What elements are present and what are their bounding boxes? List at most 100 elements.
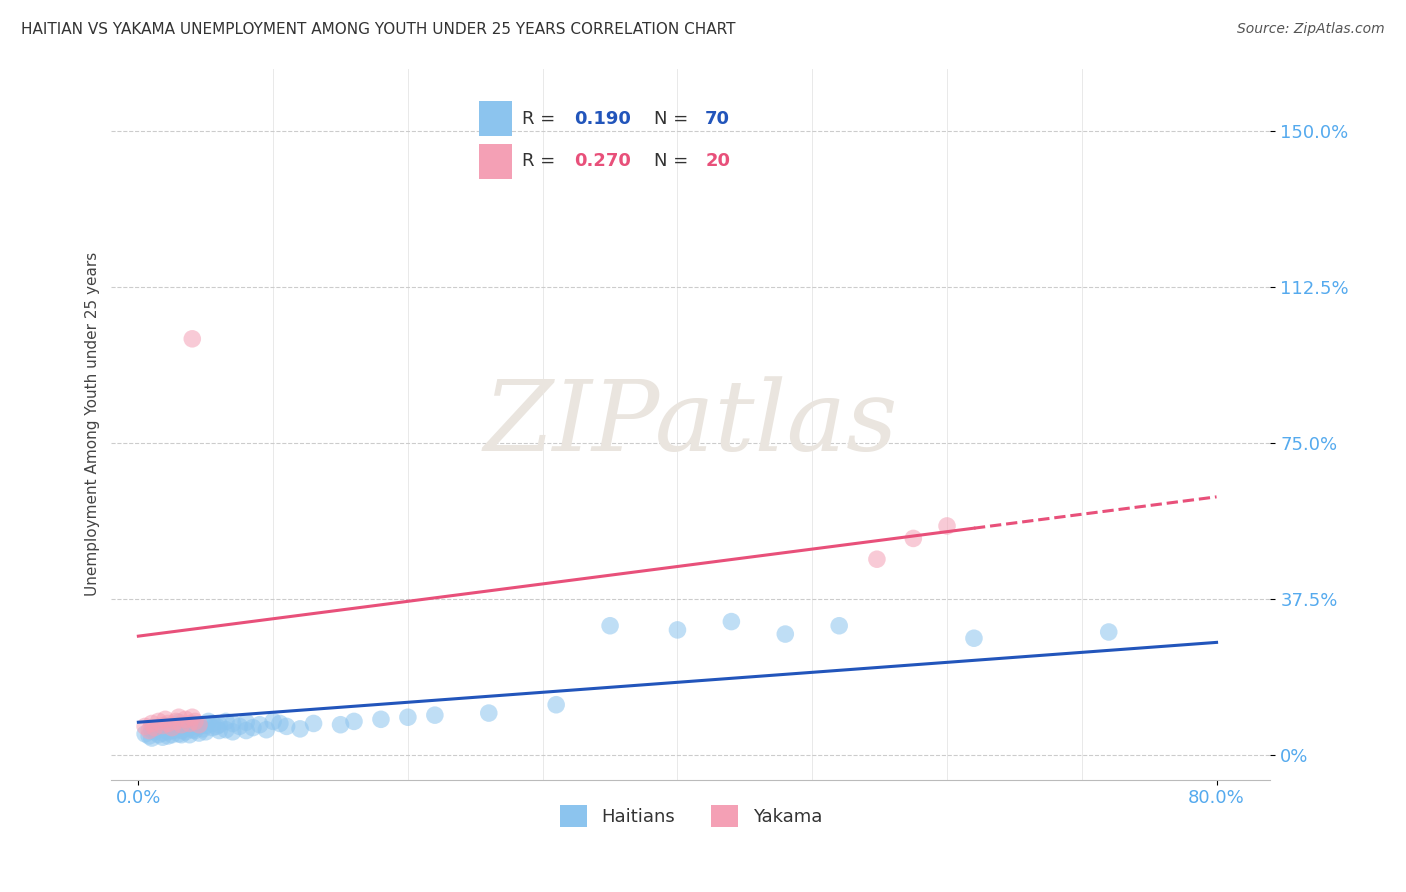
Point: [143, 724, 166, 739]
Point: [165, 723, 187, 737]
Point: [269, 716, 291, 731]
Point: [156, 729, 179, 743]
Point: [205, 719, 228, 733]
Point: [866, 552, 889, 566]
Point: [194, 724, 217, 739]
Point: [160, 728, 183, 742]
Point: [423, 708, 446, 723]
Text: HAITIAN VS YAKAMA UNEMPLOYMENT AMONG YOUTH UNDER 25 YEARS CORRELATION CHART: HAITIAN VS YAKAMA UNEMPLOYMENT AMONG YOU…: [21, 22, 735, 37]
Point: [254, 723, 277, 737]
Point: [143, 721, 166, 735]
Point: [1098, 625, 1121, 640]
Point: [155, 723, 177, 737]
Text: 20: 20: [706, 153, 730, 170]
Point: [188, 717, 211, 731]
Point: [165, 717, 187, 731]
Point: [134, 719, 156, 733]
Point: [134, 727, 156, 741]
Point: [188, 719, 211, 733]
Text: 0.270: 0.270: [574, 153, 630, 170]
Point: [343, 714, 366, 729]
Point: [191, 722, 214, 736]
Point: [242, 721, 264, 735]
Point: [828, 619, 851, 633]
Point: [179, 721, 201, 735]
Point: [160, 721, 183, 735]
Bar: [478, 144, 512, 178]
Point: [167, 721, 190, 735]
Point: [138, 723, 160, 738]
Point: [222, 716, 245, 731]
Point: [174, 712, 197, 726]
Point: [148, 721, 170, 735]
Point: [235, 715, 257, 730]
Bar: [478, 101, 512, 136]
Point: [148, 714, 170, 729]
Point: [181, 710, 204, 724]
Point: [599, 619, 621, 633]
Point: [170, 728, 193, 742]
Text: R =: R =: [523, 110, 561, 128]
Point: [276, 719, 298, 733]
Point: [165, 714, 187, 729]
Point: [152, 726, 174, 740]
Point: [155, 718, 177, 732]
Point: [188, 726, 211, 740]
Point: [329, 717, 352, 731]
Point: [184, 714, 207, 729]
Point: [235, 723, 257, 738]
Text: Source: ZipAtlas.com: Source: ZipAtlas.com: [1237, 22, 1385, 37]
Point: [184, 723, 207, 738]
Point: [546, 698, 568, 712]
Point: [181, 332, 204, 346]
Point: [170, 717, 193, 731]
Legend: Haitians, Yakama: Haitians, Yakama: [553, 798, 830, 835]
Point: [201, 721, 224, 735]
Point: [720, 615, 742, 629]
Point: [194, 718, 217, 732]
Point: [201, 716, 224, 731]
Point: [160, 723, 183, 738]
Point: [167, 710, 190, 724]
Point: [138, 729, 160, 743]
Point: [141, 716, 163, 731]
Point: [141, 723, 163, 737]
Point: [228, 719, 250, 733]
Point: [903, 532, 925, 546]
Point: [167, 715, 190, 730]
Point: [179, 716, 201, 731]
Y-axis label: Unemployment Among Youth under 25 years: Unemployment Among Youth under 25 years: [86, 252, 100, 596]
Point: [775, 627, 797, 641]
Text: N =: N =: [654, 153, 695, 170]
Point: [141, 731, 163, 745]
Point: [302, 716, 325, 731]
Point: [156, 724, 179, 739]
Point: [160, 719, 183, 733]
Point: [174, 724, 197, 739]
Point: [170, 723, 193, 738]
Point: [181, 716, 204, 731]
Point: [222, 724, 245, 739]
Point: [208, 723, 231, 738]
Text: 70: 70: [706, 110, 730, 128]
Point: [179, 728, 201, 742]
Point: [181, 723, 204, 737]
Point: [208, 717, 231, 731]
Text: 0.190: 0.190: [574, 110, 630, 128]
Text: N =: N =: [654, 110, 695, 128]
Point: [148, 728, 170, 742]
Point: [370, 712, 392, 726]
Point: [152, 718, 174, 732]
Point: [215, 714, 238, 729]
Point: [174, 717, 197, 731]
Point: [156, 716, 179, 731]
Point: [152, 730, 174, 744]
Point: [936, 519, 959, 533]
Point: [249, 717, 271, 731]
Text: ZIPatlas: ZIPatlas: [484, 376, 898, 472]
Point: [262, 714, 284, 729]
Point: [478, 706, 501, 720]
Point: [167, 727, 190, 741]
Point: [396, 710, 419, 724]
Point: [288, 722, 311, 736]
